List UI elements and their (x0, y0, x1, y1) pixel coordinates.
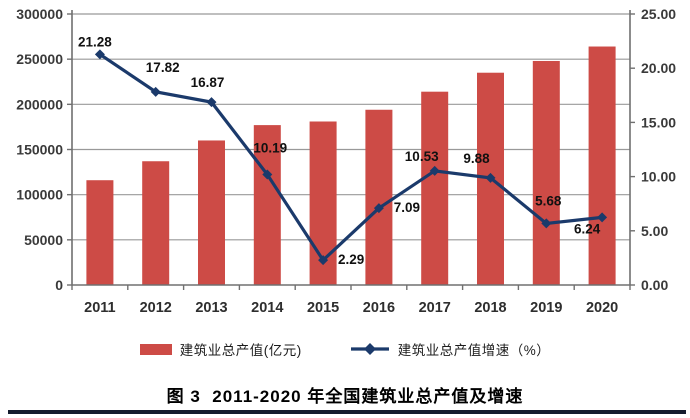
svg-text:20.00: 20.00 (641, 60, 676, 76)
svg-text:10.53: 10.53 (405, 149, 439, 164)
svg-text:150000: 150000 (16, 142, 63, 158)
legend-label-line: 建筑业总产值增速（%） (397, 343, 551, 358)
chart-canvas: 300000 250000 200000 150000 100000 50000 0 25.0… (16, 6, 676, 316)
chart-legend: 建筑业总产值(亿元) 建筑业总产值增速（%） (0, 336, 690, 362)
legend-label-bar: 建筑业总产值(亿元) (179, 343, 302, 358)
svg-text:2019: 2019 (530, 300, 562, 316)
svg-text:6.24: 6.24 (574, 221, 601, 236)
svg-text:21.28: 21.28 (78, 34, 112, 49)
legend-item-bar: 建筑业总产值(亿元) (139, 339, 302, 359)
svg-text:2013: 2013 (195, 300, 227, 316)
svg-text:9.88: 9.88 (463, 151, 490, 166)
legend-item-line: 建筑业总产值增速（%） (350, 339, 551, 359)
svg-text:2017: 2017 (419, 300, 451, 316)
svg-text:5.00: 5.00 (641, 223, 668, 239)
bottom-rule-divider (8, 410, 686, 414)
svg-text:50000: 50000 (24, 232, 63, 248)
svg-text:200000: 200000 (16, 96, 63, 112)
svg-text:300000: 300000 (16, 6, 63, 22)
line-diamond-marker-icon (350, 342, 390, 356)
svg-text:10.00: 10.00 (641, 169, 676, 185)
bar-swatch-icon (139, 343, 172, 355)
svg-text:2018: 2018 (474, 300, 506, 316)
svg-text:0.00: 0.00 (641, 277, 668, 293)
svg-text:250000: 250000 (16, 51, 63, 67)
svg-text:15.00: 15.00 (641, 114, 676, 130)
svg-text:16.87: 16.87 (191, 75, 225, 90)
svg-text:2016: 2016 (363, 300, 395, 316)
svg-text:10.19: 10.19 (253, 141, 287, 156)
svg-text:100000: 100000 (16, 187, 63, 203)
svg-text:2015: 2015 (307, 300, 339, 316)
svg-text:0: 0 (55, 277, 63, 293)
chart-caption: 图 3 2011-2020 年全国建筑业总产值及增速 (166, 387, 524, 406)
svg-text:2011: 2011 (84, 300, 115, 316)
svg-text:2020: 2020 (586, 300, 618, 316)
svg-text:2.29: 2.29 (338, 252, 364, 267)
svg-text:17.82: 17.82 (146, 60, 180, 75)
svg-text:5.68: 5.68 (535, 193, 562, 208)
svg-text:2012: 2012 (140, 300, 172, 316)
svg-text:7.09: 7.09 (394, 200, 420, 215)
svg-text:25.00: 25.00 (641, 6, 676, 22)
svg-text:2014: 2014 (251, 300, 283, 316)
